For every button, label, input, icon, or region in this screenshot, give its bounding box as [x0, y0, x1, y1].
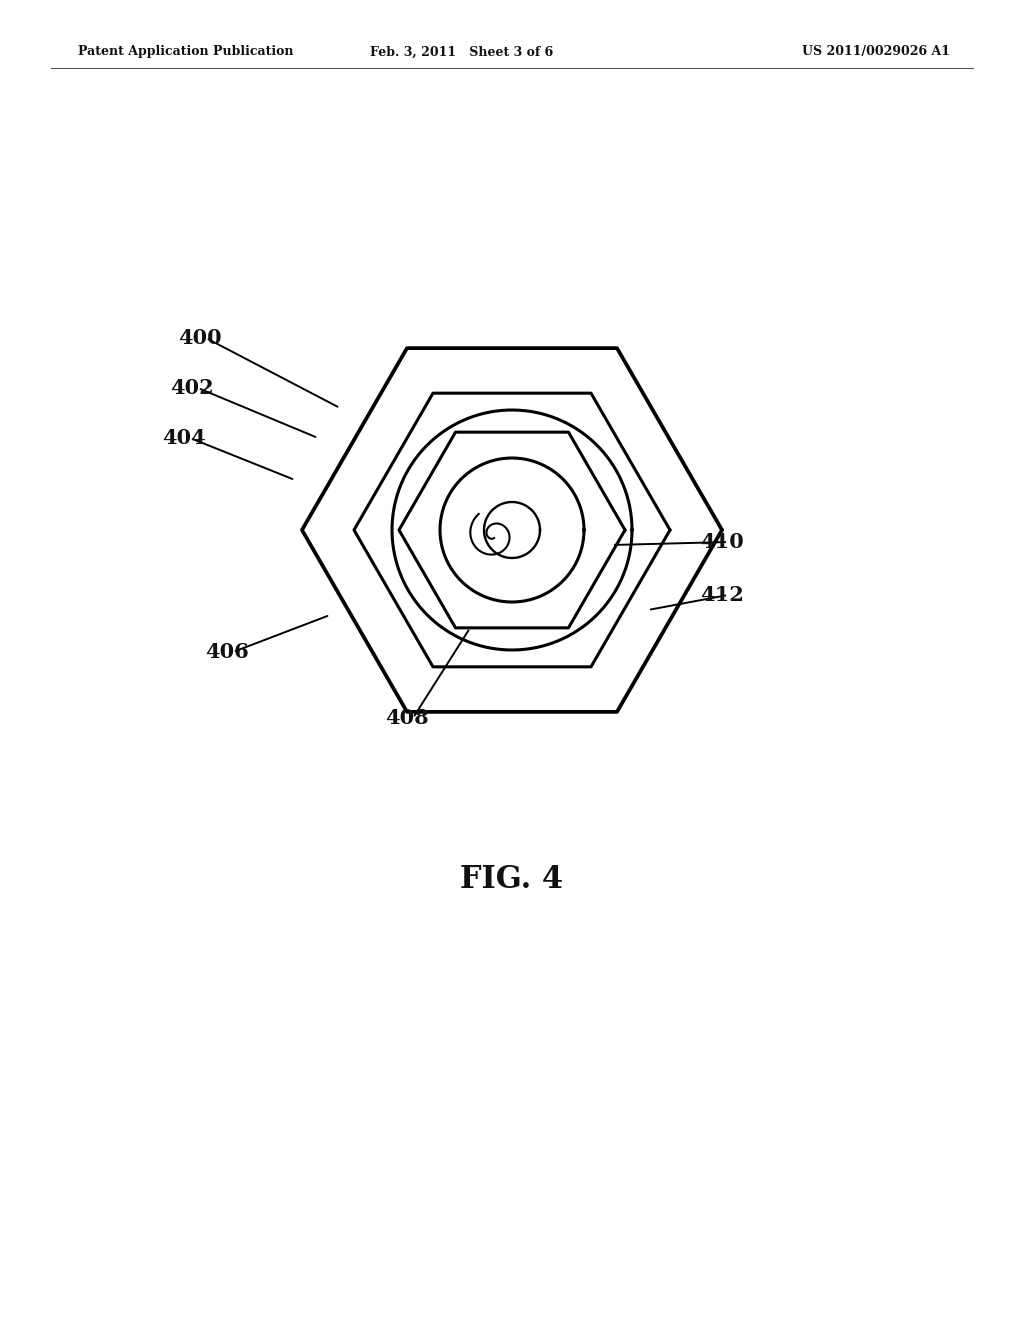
- Text: 408: 408: [385, 708, 429, 729]
- Text: 400: 400: [178, 327, 221, 348]
- Text: 412: 412: [700, 585, 743, 605]
- Text: 406: 406: [205, 642, 249, 663]
- Text: Feb. 3, 2011   Sheet 3 of 6: Feb. 3, 2011 Sheet 3 of 6: [370, 45, 553, 58]
- Text: FIG. 4: FIG. 4: [461, 865, 563, 895]
- Text: Patent Application Publication: Patent Application Publication: [78, 45, 294, 58]
- Text: US 2011/0029026 A1: US 2011/0029026 A1: [802, 45, 950, 58]
- Text: 404: 404: [162, 428, 206, 447]
- Text: 402: 402: [170, 378, 214, 399]
- Text: 410: 410: [700, 532, 743, 552]
